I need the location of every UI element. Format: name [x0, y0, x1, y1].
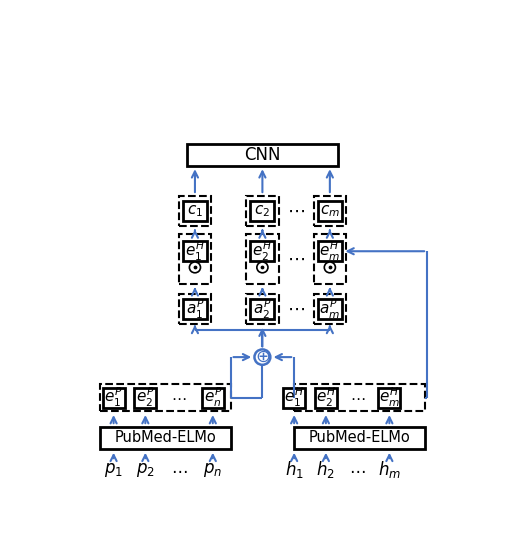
- FancyBboxPatch shape: [250, 299, 274, 319]
- Text: $e_m^H$: $e_m^H$: [379, 386, 400, 409]
- Text: $p_1$: $p_1$: [104, 461, 123, 479]
- Text: $e_2^H$: $e_2^H$: [316, 386, 336, 409]
- Text: PubMed-ELMo: PubMed-ELMo: [309, 430, 411, 446]
- FancyBboxPatch shape: [318, 299, 342, 319]
- FancyBboxPatch shape: [294, 384, 425, 411]
- Text: $e_2^H$: $e_2^H$: [252, 240, 272, 263]
- Text: $a_m^P$: $a_m^P$: [319, 298, 340, 320]
- Text: $c_2$: $c_2$: [254, 203, 270, 219]
- FancyBboxPatch shape: [246, 294, 279, 324]
- FancyBboxPatch shape: [250, 201, 274, 221]
- Text: $a_2^P$: $a_2^P$: [253, 298, 272, 320]
- FancyBboxPatch shape: [315, 387, 337, 407]
- Text: $h_m$: $h_m$: [378, 459, 401, 480]
- Circle shape: [324, 262, 335, 273]
- Text: $p_2$: $p_2$: [136, 461, 155, 479]
- Text: $\cdots$: $\cdots$: [172, 390, 187, 405]
- FancyBboxPatch shape: [294, 427, 425, 449]
- Text: $\cdots$: $\cdots$: [287, 250, 305, 268]
- FancyBboxPatch shape: [246, 234, 279, 283]
- FancyBboxPatch shape: [378, 387, 400, 407]
- Text: $e_1^P$: $e_1^P$: [104, 386, 123, 409]
- Text: $e_2^P$: $e_2^P$: [136, 386, 155, 409]
- FancyBboxPatch shape: [202, 387, 224, 407]
- Text: $\cdots$: $\cdots$: [349, 461, 366, 479]
- FancyBboxPatch shape: [183, 299, 207, 319]
- Text: $e_m^H$: $e_m^H$: [319, 240, 340, 263]
- FancyBboxPatch shape: [250, 241, 274, 261]
- Circle shape: [254, 349, 270, 365]
- Text: $\cdots$: $\cdots$: [287, 202, 305, 220]
- Text: $\oplus$: $\oplus$: [254, 348, 270, 366]
- Text: $e_n^P$: $e_n^P$: [204, 386, 222, 409]
- Text: $c_m$: $c_m$: [320, 203, 340, 219]
- FancyBboxPatch shape: [318, 241, 342, 261]
- Text: CNN: CNN: [244, 146, 281, 164]
- Text: $h_2$: $h_2$: [316, 459, 335, 480]
- FancyBboxPatch shape: [246, 196, 279, 226]
- FancyBboxPatch shape: [103, 387, 124, 407]
- Text: $p_n$: $p_n$: [203, 461, 222, 479]
- Text: $\cdots$: $\cdots$: [287, 300, 305, 318]
- FancyBboxPatch shape: [313, 196, 346, 226]
- FancyBboxPatch shape: [179, 234, 211, 283]
- Text: $\cdots$: $\cdots$: [350, 390, 366, 405]
- Text: PubMed-ELMo: PubMed-ELMo: [114, 430, 216, 446]
- Circle shape: [189, 262, 201, 273]
- FancyBboxPatch shape: [179, 294, 211, 324]
- FancyBboxPatch shape: [183, 201, 207, 221]
- Circle shape: [257, 262, 268, 273]
- FancyBboxPatch shape: [318, 201, 342, 221]
- Text: $e_1^H$: $e_1^H$: [185, 240, 205, 263]
- FancyBboxPatch shape: [187, 144, 338, 165]
- FancyBboxPatch shape: [313, 294, 346, 324]
- Text: $\cdots$: $\cdots$: [171, 461, 187, 479]
- FancyBboxPatch shape: [135, 387, 156, 407]
- FancyBboxPatch shape: [100, 427, 230, 449]
- FancyBboxPatch shape: [313, 234, 346, 283]
- FancyBboxPatch shape: [283, 387, 305, 407]
- FancyBboxPatch shape: [183, 241, 207, 261]
- Text: $a_1^P$: $a_1^P$: [186, 298, 204, 320]
- Text: $c_1$: $c_1$: [187, 203, 203, 219]
- FancyBboxPatch shape: [179, 196, 211, 226]
- Text: $e_1^H$: $e_1^H$: [284, 386, 304, 409]
- FancyBboxPatch shape: [100, 384, 230, 411]
- Text: $h_1$: $h_1$: [285, 459, 304, 480]
